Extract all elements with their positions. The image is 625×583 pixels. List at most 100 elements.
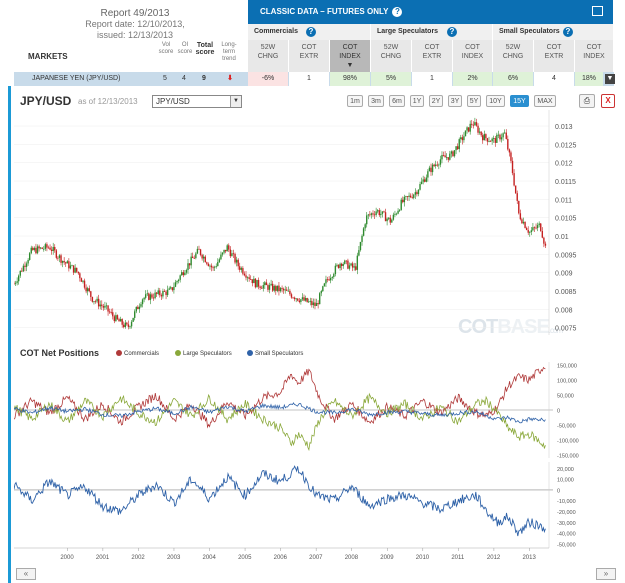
candle (262, 285, 264, 289)
range-button-1m[interactable]: 1m (347, 95, 363, 107)
candle (184, 272, 186, 276)
col-header[interactable]: COT INDEX (575, 40, 613, 72)
range-button-10y[interactable]: 10Y (486, 95, 505, 107)
candle (345, 260, 348, 262)
print-button[interactable]: ⎙ (579, 94, 595, 108)
col-header[interactable]: COT EXTR (534, 40, 574, 72)
candle (369, 214, 371, 216)
candle (436, 164, 438, 166)
candle (425, 177, 428, 182)
y-tick-label: 0.0105 (555, 216, 577, 223)
candle (392, 214, 395, 220)
cell-value: 5% (371, 72, 411, 86)
candle (409, 195, 412, 198)
candle (391, 219, 393, 223)
range-button-15y[interactable]: 15Y (510, 95, 529, 107)
help-icon[interactable]: ? (447, 27, 457, 37)
candle (181, 272, 183, 276)
x-tick-label: 2004 (203, 555, 217, 561)
series-line-small-speculators (14, 465, 546, 537)
legend-dot-icon (247, 350, 253, 356)
candle (362, 228, 365, 236)
help-icon[interactable]: ? (306, 27, 316, 37)
cell-value: 1 (412, 72, 452, 86)
candle (50, 249, 53, 251)
range-button-3y[interactable]: 3Y (448, 95, 462, 107)
candle (68, 261, 70, 269)
candle (333, 274, 335, 278)
candle (112, 312, 114, 317)
candle (525, 227, 528, 230)
candle (85, 287, 87, 292)
candle (428, 167, 431, 172)
range-button-3m[interactable]: 3m (368, 95, 384, 107)
candle (491, 138, 493, 142)
group-label: Commercials (254, 28, 298, 35)
candle (450, 151, 453, 154)
scroll-right-button[interactable]: » (596, 568, 616, 580)
range-button-5y[interactable]: 5Y (467, 95, 481, 107)
candle (337, 264, 340, 268)
candle (508, 149, 511, 153)
candle (516, 193, 518, 201)
candle (387, 217, 390, 219)
col-header[interactable]: COT INDEX (453, 40, 492, 72)
candle (472, 124, 475, 126)
chart-panel (14, 86, 614, 566)
col-header[interactable]: 52W CHNG (493, 40, 533, 72)
candle (505, 132, 507, 139)
help-icon[interactable]: ? (392, 7, 403, 17)
legend-item[interactable]: Small Speculators (247, 350, 303, 357)
candle (162, 290, 164, 297)
candle (433, 164, 435, 166)
report-info: Report 49/2013 Report date: 12/10/2013, … (60, 8, 210, 41)
y-tick-label: -100,000 (557, 439, 579, 445)
candle (420, 181, 423, 185)
pair-select[interactable]: JPY/USD ▼ (152, 95, 242, 108)
range-button-6m[interactable]: 6m (389, 95, 405, 107)
candle (475, 122, 478, 126)
col-header[interactable]: 52W CHNG (248, 40, 288, 72)
close-button[interactable]: X (601, 94, 615, 108)
candle (500, 137, 503, 140)
candle (16, 281, 18, 283)
candle (57, 257, 59, 259)
range-button-max[interactable]: MAX (534, 95, 556, 107)
side-accent (0, 86, 11, 583)
help-icon[interactable]: ? (563, 27, 573, 37)
cot-chart[interactable]: 150,000 100,000 50,000 0 -50,000 -100,000 -150… (14, 362, 614, 458)
range-button-1y[interactable]: 1Y (410, 95, 424, 107)
y-tick-label: 150,000 (557, 364, 577, 370)
watermark-logo: COTBASE.com (458, 316, 563, 338)
dropdown-toggle[interactable]: ▼ (605, 74, 615, 84)
candle (342, 263, 344, 266)
candle (148, 293, 150, 300)
classic-title: CLASSIC DATA – FUTURES ONLY (260, 7, 389, 16)
legend-item[interactable]: Large Speculators (175, 350, 232, 357)
candle (353, 266, 355, 268)
chevron-down-icon: ▼ (230, 96, 241, 107)
candle (33, 247, 36, 251)
col-header[interactable]: 52W CHNG (371, 40, 411, 72)
candle (533, 227, 536, 229)
candle (503, 132, 506, 134)
range-button-2y[interactable]: 2Y (429, 95, 443, 107)
candle (356, 255, 359, 270)
legend-item[interactable]: Commercials (116, 350, 159, 357)
candle (417, 189, 420, 195)
cell-value: 1 (289, 72, 329, 86)
candle (444, 155, 446, 158)
candle (430, 167, 432, 173)
price-chart[interactable]: 0.013 0.0125 0.012 0.0115 0.011 0.0105 0.01 0.0… (14, 110, 614, 345)
small-spec-chart[interactable]: 20,000 10,000 0 -10,000 -20,000 -30,000 -40,00… (14, 462, 614, 568)
candle (464, 130, 467, 137)
candle (529, 231, 531, 233)
scroll-left-button[interactable]: « (16, 568, 36, 580)
col-header[interactable]: COT EXTR (289, 40, 329, 72)
col-header[interactable]: COT EXTR (412, 40, 452, 72)
cell-value: 6% (493, 72, 533, 86)
candle (32, 247, 34, 251)
print-icon[interactable] (592, 6, 603, 16)
candle (237, 259, 239, 267)
col-header-sorted[interactable]: COT INDEX ▼ (330, 40, 370, 72)
